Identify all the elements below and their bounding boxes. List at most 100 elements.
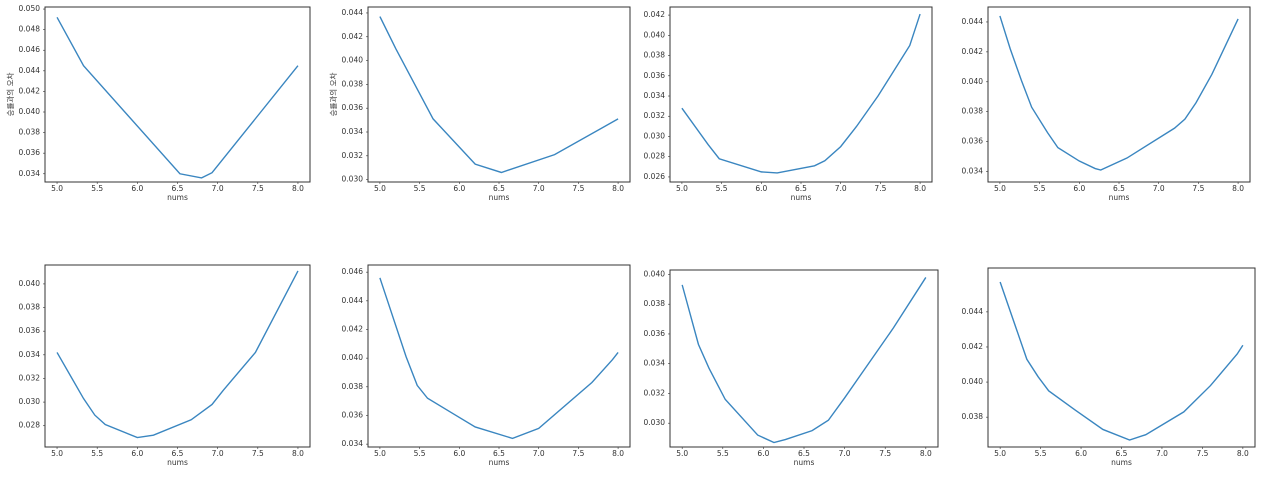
- y-axis-label: 승률과의 오차: [328, 73, 338, 117]
- x-tick-label: 8.0: [612, 184, 624, 193]
- y-tick-label: 0.032: [644, 111, 666, 120]
- x-tick-label: 7.0: [1156, 449, 1168, 458]
- y-tick-label: 0.034: [962, 167, 984, 176]
- x-tick-label: 6.0: [453, 449, 465, 458]
- data-line: [56, 270, 299, 439]
- x-tick-label: 6.0: [1073, 184, 1085, 193]
- y-tick-label: 0.034: [644, 359, 666, 368]
- x-tick-label: 7.0: [212, 449, 224, 458]
- x-tick-label: 8.0: [920, 449, 932, 458]
- x-tick-label: 7.5: [252, 184, 264, 193]
- y-tick-label: 0.044: [962, 307, 984, 316]
- y-tick-label: 0.038: [962, 107, 984, 116]
- x-tick-label: 7.0: [533, 449, 545, 458]
- y-tick-label: 0.046: [342, 267, 364, 276]
- x-tick-label: 6.5: [493, 184, 505, 193]
- y-tick-label: 0.038: [644, 299, 666, 308]
- y-tick-label: 0.038: [19, 303, 41, 312]
- x-tick-label: 7.5: [879, 449, 891, 458]
- x-tick-label: 8.0: [1237, 449, 1249, 458]
- x-tick-label: 5.0: [676, 184, 688, 193]
- x-axis-label: nums: [489, 193, 510, 202]
- y-tick-label: 0.040: [19, 279, 41, 288]
- y-tick-label: 0.042: [962, 342, 984, 351]
- x-tick-label: 7.0: [212, 184, 224, 193]
- plot-frame: [669, 6, 933, 183]
- y-tick-label: 0.030: [644, 418, 666, 427]
- y-tick-label: 0.032: [342, 151, 364, 160]
- data-line: [379, 277, 619, 440]
- x-tick-label: 5.0: [676, 449, 688, 458]
- x-tick-label: 6.0: [1075, 449, 1087, 458]
- y-tick-label: 0.034: [342, 127, 364, 136]
- x-tick-label: 6.0: [131, 449, 143, 458]
- x-axis-label: nums: [794, 458, 815, 467]
- data-line: [681, 13, 921, 174]
- y-tick-label: 0.030: [342, 175, 364, 184]
- x-tick-label: 8.0: [914, 184, 926, 193]
- y-tick-label: 0.042: [342, 32, 364, 41]
- x-tick-label: 5.0: [994, 449, 1006, 458]
- y-tick-label: 0.040: [644, 269, 666, 278]
- y-tick-label: 0.040: [342, 353, 364, 362]
- x-tick-label: 5.0: [374, 184, 386, 193]
- x-tick-label: 7.5: [252, 449, 264, 458]
- x-tick-label: 7.0: [1153, 184, 1165, 193]
- x-axis-label: nums: [1111, 458, 1132, 467]
- y-tick-label: 0.044: [962, 17, 984, 26]
- y-axis-label: 승률과의 오차: [5, 73, 15, 117]
- data-line: [999, 281, 1244, 441]
- y-tick-label: 0.038: [644, 51, 666, 60]
- y-tick-label: 0.038: [962, 412, 984, 421]
- plot-frame: [987, 6, 1251, 183]
- x-tick-label: 8.0: [1232, 184, 1244, 193]
- x-tick-label: 6.5: [172, 449, 184, 458]
- y-tick-label: 0.034: [19, 350, 41, 359]
- x-tick-label: 7.5: [572, 449, 584, 458]
- y-tick-label: 0.040: [962, 377, 984, 386]
- x-tick-label: 5.5: [716, 184, 728, 193]
- x-tick-label: 7.0: [835, 184, 847, 193]
- x-axis-label: nums: [1109, 193, 1130, 202]
- x-tick-label: 7.5: [1196, 449, 1208, 458]
- data-line: [999, 15, 1239, 171]
- y-tick-label: 0.038: [342, 382, 364, 391]
- x-tick-label: 7.5: [572, 184, 584, 193]
- x-axis-label: nums: [167, 193, 188, 202]
- y-tick-label: 0.036: [644, 71, 666, 80]
- x-tick-label: 5.5: [91, 184, 103, 193]
- x-tick-label: 5.5: [414, 184, 426, 193]
- plot-frame: [44, 264, 311, 448]
- y-tick-label: 0.042: [342, 324, 364, 333]
- y-tick-label: 0.040: [962, 77, 984, 86]
- plot-frame: [669, 269, 939, 448]
- y-tick-label: 0.042: [19, 86, 41, 95]
- y-tick-label: 0.046: [19, 45, 41, 54]
- y-tick-label: 0.032: [644, 388, 666, 397]
- data-line: [56, 16, 299, 179]
- x-tick-label: 6.0: [131, 184, 143, 193]
- y-tick-label: 0.032: [19, 373, 41, 382]
- y-tick-label: 0.040: [644, 30, 666, 39]
- y-tick-label: 0.028: [644, 152, 666, 161]
- x-tick-label: 7.5: [874, 184, 886, 193]
- x-tick-label: 6.5: [798, 449, 810, 458]
- y-tick-label: 0.036: [342, 410, 364, 419]
- x-tick-label: 5.0: [374, 449, 386, 458]
- x-tick-label: 5.0: [51, 184, 63, 193]
- y-tick-label: 0.044: [342, 296, 364, 305]
- x-axis-label: nums: [167, 458, 188, 467]
- data-line: [681, 277, 927, 444]
- x-tick-label: 5.0: [994, 184, 1006, 193]
- x-tick-label: 6.5: [1116, 449, 1128, 458]
- y-tick-label: 0.030: [19, 397, 41, 406]
- x-tick-label: 6.5: [795, 184, 807, 193]
- y-tick-label: 0.042: [644, 10, 666, 19]
- x-tick-label: 5.5: [414, 449, 426, 458]
- x-tick-label: 7.0: [533, 184, 545, 193]
- y-tick-label: 0.040: [19, 107, 41, 116]
- y-tick-label: 0.036: [342, 103, 364, 112]
- y-tick-label: 0.036: [644, 329, 666, 338]
- x-tick-label: 7.5: [1192, 184, 1204, 193]
